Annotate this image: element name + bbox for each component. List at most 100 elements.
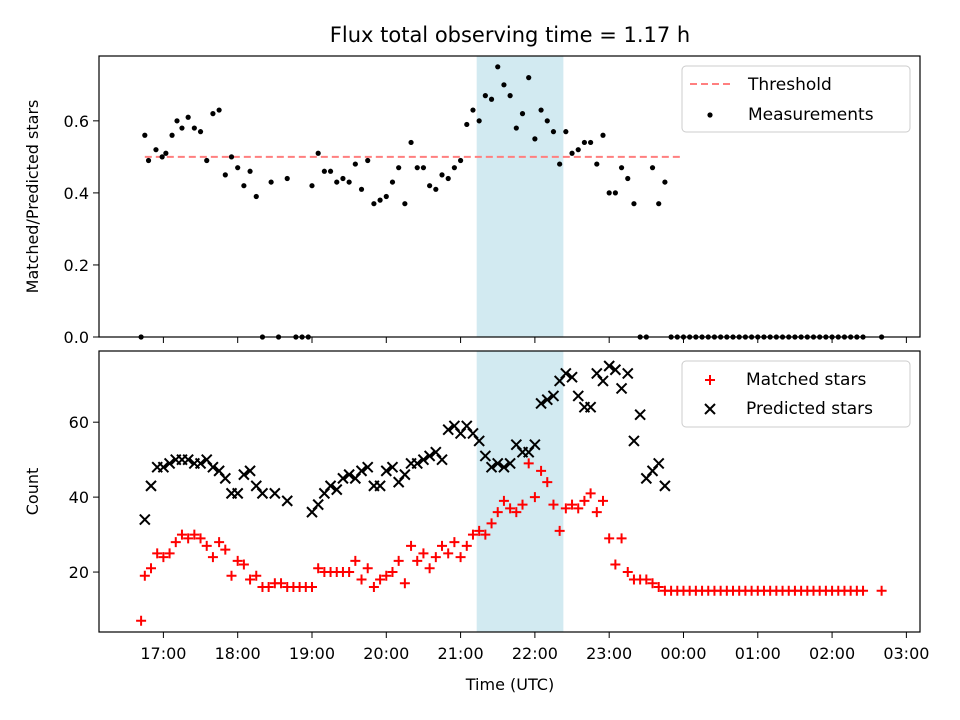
measurement-point bbox=[532, 136, 538, 142]
matched-star-point bbox=[567, 499, 578, 510]
matched-star-point bbox=[418, 548, 429, 559]
measurement-point bbox=[191, 125, 197, 131]
predicted-star-point bbox=[312, 498, 324, 511]
predicted-star-point bbox=[157, 461, 170, 473]
measurement-point bbox=[563, 129, 569, 135]
predicted-star-point bbox=[145, 480, 157, 492]
measurement-point bbox=[197, 129, 204, 135]
predicted-star-point bbox=[362, 461, 374, 473]
ratio-legend: Threshold Measurements bbox=[681, 65, 911, 133]
matched-star-point bbox=[505, 503, 516, 514]
measurement-point bbox=[600, 132, 606, 138]
measurement-point bbox=[383, 193, 389, 200]
measurement-point bbox=[309, 183, 315, 189]
predicted-star-point bbox=[436, 453, 448, 466]
measurement-point bbox=[575, 147, 581, 153]
predicted-star-point bbox=[139, 513, 151, 526]
matched-star-point bbox=[164, 548, 175, 559]
measurement-point bbox=[612, 190, 618, 196]
predicted-star-point bbox=[238, 468, 250, 481]
measurement-point bbox=[408, 139, 414, 146]
measurement-point bbox=[315, 150, 321, 156]
predicted-star-point bbox=[194, 457, 207, 470]
measurement-point bbox=[346, 179, 352, 185]
matched-star-point bbox=[498, 495, 509, 506]
matched-star-point bbox=[492, 507, 503, 518]
y-tick-label: 0.4 bbox=[64, 184, 89, 203]
measurement-point bbox=[439, 172, 445, 178]
measurement-point bbox=[649, 165, 656, 171]
x-tick-label: 01:00 bbox=[735, 644, 781, 663]
legend-box bbox=[681, 65, 911, 133]
matched-star-point bbox=[344, 567, 355, 578]
matched-star-point bbox=[517, 499, 528, 510]
measurement-point bbox=[253, 193, 259, 200]
measurement-point bbox=[594, 161, 600, 167]
predicted-star-point bbox=[628, 435, 640, 447]
measurement-point bbox=[169, 132, 175, 138]
matched-star-point bbox=[604, 533, 615, 544]
predicted-star-point bbox=[473, 435, 485, 447]
measurement-point bbox=[519, 111, 526, 117]
predicted-star-point bbox=[566, 371, 578, 383]
measurement-point bbox=[396, 165, 402, 171]
predicted-star-point bbox=[337, 472, 349, 485]
matched-star-point bbox=[437, 540, 448, 551]
measurement-point bbox=[371, 201, 377, 207]
measurement-point bbox=[153, 147, 159, 153]
matched-star-point bbox=[375, 574, 386, 585]
matched-star-point bbox=[542, 477, 553, 488]
measurement-point bbox=[526, 75, 532, 81]
matched-star-point bbox=[653, 582, 664, 593]
ratio-marks bbox=[138, 64, 885, 340]
predicted-star-point bbox=[380, 465, 392, 477]
measurement-point bbox=[538, 107, 544, 113]
ratio-x-ticks bbox=[162, 337, 907, 343]
matched-star-point bbox=[536, 465, 547, 476]
measurement-point bbox=[470, 107, 476, 113]
measurement-point bbox=[179, 125, 185, 131]
legend-matched-label: Matched stars bbox=[746, 370, 866, 390]
matched-star-point bbox=[511, 507, 522, 518]
measurement-point bbox=[618, 165, 625, 171]
legend-box bbox=[681, 360, 911, 428]
matched-star-point bbox=[183, 533, 194, 544]
matched-star-point bbox=[245, 574, 256, 585]
matched-star-point bbox=[313, 563, 324, 574]
measurement-point bbox=[488, 96, 495, 102]
predicted-star-point bbox=[411, 457, 423, 470]
predicted-star-point bbox=[529, 438, 541, 451]
predicted-star-point bbox=[603, 360, 615, 372]
measurement-point bbox=[228, 154, 235, 160]
measurement-point bbox=[145, 157, 152, 164]
y-tick-label: 60 bbox=[69, 413, 89, 432]
predicted-star-point bbox=[535, 397, 547, 410]
legend-measurements-label: Measurements bbox=[748, 105, 874, 125]
matched-star-point bbox=[251, 570, 262, 581]
measurement-point bbox=[588, 139, 594, 146]
matched-star-point bbox=[152, 548, 163, 559]
matched-star-point bbox=[232, 555, 243, 566]
matched-star-point bbox=[641, 574, 652, 585]
predicted-star-point bbox=[207, 461, 219, 473]
measurement-point bbox=[185, 114, 191, 120]
measurement-point bbox=[625, 175, 631, 182]
predicted-star-point bbox=[343, 468, 355, 481]
matched-star-point bbox=[393, 555, 404, 566]
measurement-point bbox=[216, 107, 222, 113]
matched-star-point bbox=[467, 529, 478, 540]
predicted-star-point bbox=[423, 450, 436, 462]
count-axes-frame bbox=[98, 350, 921, 633]
matched-star-point bbox=[876, 585, 887, 596]
y-tick-label: 20 bbox=[69, 563, 89, 582]
measurement-point bbox=[513, 125, 519, 131]
matched-star-point bbox=[554, 525, 565, 536]
measurement-point bbox=[321, 168, 327, 174]
matched-star-point bbox=[585, 488, 596, 499]
matched-star-point bbox=[486, 518, 497, 529]
matched-star-point bbox=[195, 533, 206, 544]
predicted-star-point bbox=[479, 450, 492, 462]
measurement-point bbox=[365, 157, 371, 164]
matched-star-point bbox=[430, 552, 441, 563]
